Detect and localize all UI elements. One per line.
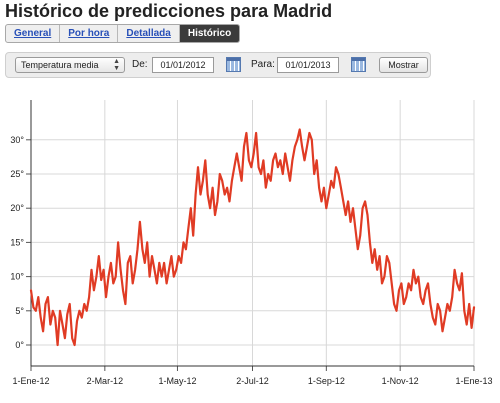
show-button[interactable]: Mostrar	[379, 57, 428, 73]
y-tick-label: 15°	[10, 237, 24, 247]
from-label: De:	[132, 59, 148, 70]
tab-por-hora[interactable]: Por hora	[60, 25, 119, 42]
variable-select-value: Temperatura media	[21, 60, 99, 70]
y-tick-label: 10°	[10, 272, 24, 282]
y-tick-label: 30°	[10, 135, 24, 145]
filter-toolbar: Temperatura media ▲ ▼ De: 01/01/2012 Para…	[5, 52, 431, 78]
y-tick-label: 0°	[15, 340, 24, 350]
x-tick-label: 1-Ene-12	[12, 376, 49, 386]
to-calendar-icon[interactable]	[351, 57, 366, 72]
tab-historico[interactable]: Histórico	[179, 25, 240, 42]
from-calendar-icon[interactable]	[226, 57, 241, 72]
to-date-input[interactable]: 01/01/2013	[277, 57, 339, 73]
x-tick-label: 1-Ene-13	[455, 376, 492, 386]
x-tick-label: 1-Nov-12	[382, 376, 419, 386]
x-tick-label: 1-Sep-12	[308, 376, 345, 386]
select-arrows-icon: ▲ ▼	[113, 58, 120, 72]
x-tick-label: 2-Jul-12	[236, 376, 269, 386]
tab-general[interactable]: General	[6, 25, 61, 42]
x-tick-label: 2-Mar-12	[87, 376, 124, 386]
view-tabs: General Por hora Detallada Histórico	[5, 24, 241, 43]
page-title: Histórico de predicciones para Madrid	[5, 1, 333, 21]
variable-select[interactable]: Temperatura media ▲ ▼	[15, 57, 125, 73]
x-tick-label: 1-May-12	[158, 376, 196, 386]
y-tick-label: 25°	[10, 169, 24, 179]
to-label: Para:	[251, 59, 275, 70]
y-tick-label: 20°	[10, 203, 24, 213]
from-date-input[interactable]: 01/01/2012	[152, 57, 214, 73]
tab-detallada[interactable]: Detallada	[118, 25, 180, 42]
temperature-series-line	[29, 128, 476, 347]
y-tick-label: 5°	[15, 306, 24, 316]
